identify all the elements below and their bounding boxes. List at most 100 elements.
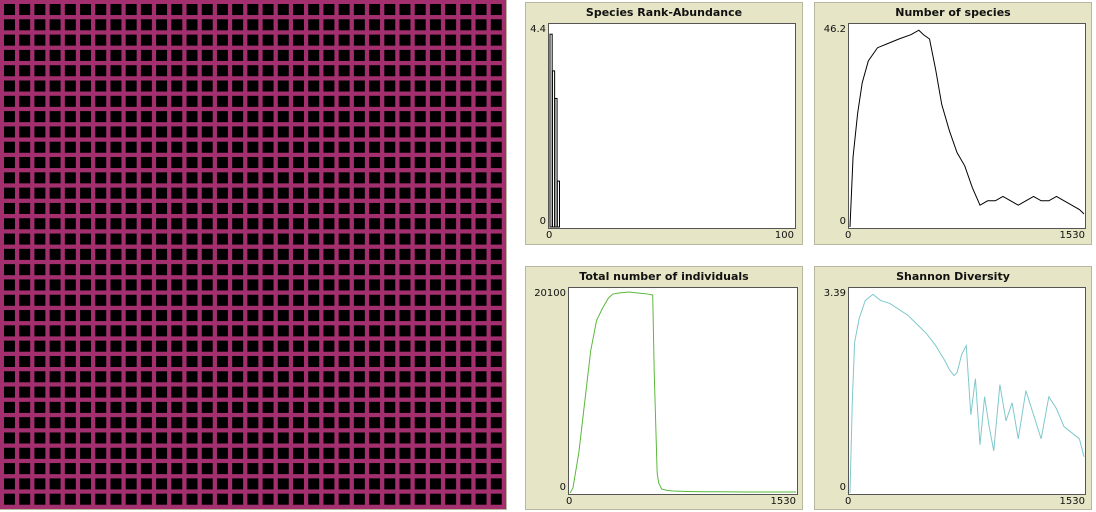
world-patch — [490, 463, 502, 475]
world-patch — [201, 157, 213, 169]
world-patch — [49, 157, 61, 169]
world-patch — [247, 279, 259, 291]
world-patch — [475, 401, 487, 413]
world-patch — [445, 279, 457, 291]
world-patch — [338, 463, 350, 475]
world-patch — [34, 279, 46, 291]
series-line — [849, 293, 1085, 494]
world-patch — [186, 95, 198, 107]
world-patch — [64, 218, 76, 230]
world-patch — [414, 355, 426, 367]
world-patch — [80, 34, 92, 46]
y-min-label: 0 — [839, 482, 846, 493]
world-patch — [369, 248, 381, 260]
world-patch — [460, 187, 472, 199]
world-patch — [95, 233, 107, 245]
world-patch — [80, 432, 92, 444]
world-patch — [201, 141, 213, 153]
world-patch — [247, 294, 259, 306]
world-patch — [277, 157, 289, 169]
world-patch — [49, 355, 61, 367]
world-patch — [384, 157, 396, 169]
world-patch — [110, 187, 122, 199]
world-patch — [49, 49, 61, 61]
world-patch — [95, 95, 107, 107]
world-patch — [156, 34, 168, 46]
world-patch — [186, 49, 198, 61]
world-patch — [64, 202, 76, 214]
world-patch — [125, 19, 137, 31]
world-patch — [262, 294, 274, 306]
world-patch — [308, 4, 320, 16]
world-patch — [19, 218, 31, 230]
world-patch — [460, 172, 472, 184]
world-patch — [262, 34, 274, 46]
world-patch — [323, 401, 335, 413]
world-patch — [80, 401, 92, 413]
world-patch — [80, 80, 92, 92]
world-patch — [216, 493, 228, 505]
world-patch — [34, 432, 46, 444]
world-patch — [338, 447, 350, 459]
world-patch — [49, 478, 61, 490]
world-patch — [171, 172, 183, 184]
world-patch — [156, 264, 168, 276]
world-patch — [414, 141, 426, 153]
world-patch — [95, 157, 107, 169]
world-patch — [399, 310, 411, 322]
world-patch — [293, 340, 304, 352]
world-patch — [414, 294, 426, 306]
world-patch — [156, 248, 168, 260]
world-patch — [34, 49, 46, 61]
world-patch — [156, 4, 168, 16]
world-patch — [262, 49, 274, 61]
world-patch — [64, 4, 76, 16]
world-patch — [414, 417, 426, 429]
world-patch — [323, 19, 335, 31]
world-patch — [156, 294, 168, 306]
world-patch — [156, 432, 168, 444]
world-patch — [110, 111, 122, 123]
world-patch — [156, 218, 168, 230]
world-patch — [80, 279, 92, 291]
world-patch — [308, 95, 320, 107]
world-patch — [156, 49, 168, 61]
world-patch — [216, 202, 228, 214]
world-patch — [460, 49, 472, 61]
world-patch — [399, 386, 411, 398]
world-patch — [338, 34, 350, 46]
world-patch — [277, 202, 289, 214]
y-min-label: 0 — [839, 216, 846, 227]
world-patch — [247, 447, 259, 459]
world-patch — [475, 340, 487, 352]
world-patch — [247, 386, 259, 398]
world-patch — [369, 310, 381, 322]
world-patch — [262, 187, 274, 199]
world-patch — [475, 279, 487, 291]
world-patch — [429, 157, 441, 169]
world-patch — [171, 310, 183, 322]
world-patch — [308, 264, 320, 276]
world-patch — [338, 493, 350, 505]
world-patch — [49, 4, 61, 16]
world-patch — [64, 126, 76, 138]
world-patch — [399, 218, 411, 230]
y-min-label: 0 — [559, 482, 566, 493]
world-patch — [399, 126, 411, 138]
world-patch — [125, 264, 137, 276]
bar-mark — [556, 180, 561, 228]
world-patch — [80, 493, 92, 505]
world-view[interactable] — [0, 0, 507, 510]
world-patch — [232, 141, 244, 153]
world-patch — [475, 233, 487, 245]
world-patch — [277, 371, 289, 383]
world-patch — [353, 248, 365, 260]
world-patch — [384, 447, 396, 459]
world-patch — [232, 371, 244, 383]
world-patch — [384, 126, 396, 138]
world-patch — [34, 386, 46, 398]
world-patch — [369, 355, 381, 367]
world-patch — [4, 401, 15, 413]
world-patch — [34, 264, 46, 276]
world-patch — [323, 80, 335, 92]
